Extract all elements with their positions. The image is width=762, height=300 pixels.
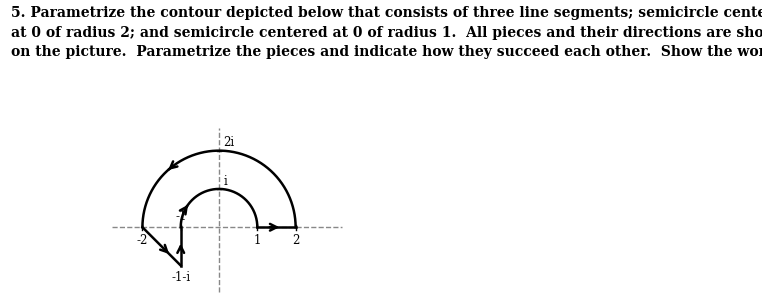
- Text: -1: -1: [175, 210, 187, 224]
- Text: i: i: [223, 175, 227, 188]
- Text: 1: 1: [254, 234, 261, 247]
- Text: 2: 2: [292, 234, 299, 247]
- Text: 2i: 2i: [223, 136, 235, 149]
- Text: -2: -2: [136, 234, 148, 247]
- Text: 5. Parametrize the contour depicted below that consists of three line segments; : 5. Parametrize the contour depicted belo…: [11, 6, 762, 59]
- Text: -1-i: -1-i: [171, 271, 190, 284]
